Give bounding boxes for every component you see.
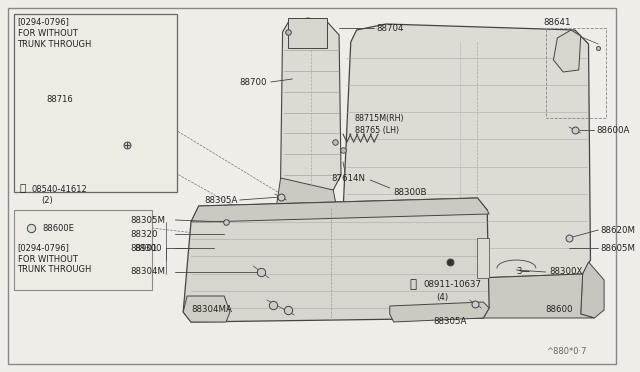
Polygon shape <box>341 256 595 318</box>
Text: 88620M: 88620M <box>600 225 636 234</box>
Text: FOR WITHOUT: FOR WITHOUT <box>17 29 77 38</box>
Text: TRUNK THROUGH: TRUNK THROUGH <box>17 39 92 48</box>
Text: 88605M: 88605M <box>600 244 636 253</box>
Text: 88300X: 88300X <box>550 267 583 276</box>
Polygon shape <box>554 30 580 72</box>
Polygon shape <box>341 24 591 278</box>
Text: 88600A: 88600A <box>596 125 630 135</box>
Text: 08911-10637: 08911-10637 <box>424 280 482 289</box>
Text: Ⓝ: Ⓝ <box>409 278 416 291</box>
Polygon shape <box>127 62 154 72</box>
Text: (2): (2) <box>41 196 52 205</box>
Polygon shape <box>390 302 489 322</box>
Text: 88715M(RH): 88715M(RH) <box>355 113 404 122</box>
Text: 3—: 3— <box>516 267 530 276</box>
Text: 88716: 88716 <box>47 94 74 103</box>
Text: 88305A: 88305A <box>205 196 238 205</box>
Text: 88600E: 88600E <box>43 224 75 232</box>
Bar <box>289 18 328 48</box>
Text: [0294-0796]: [0294-0796] <box>17 244 69 253</box>
Text: ^880*0·7: ^880*0·7 <box>546 347 587 356</box>
Text: 08540-41612: 08540-41612 <box>31 185 87 194</box>
Bar <box>13 210 152 290</box>
Text: 88320: 88320 <box>131 230 158 238</box>
Text: 88600: 88600 <box>546 305 573 314</box>
Text: 87614N: 87614N <box>332 173 365 183</box>
Bar <box>13 14 177 192</box>
Text: [0294-0796]: [0294-0796] <box>17 17 69 26</box>
Polygon shape <box>183 296 230 322</box>
Polygon shape <box>280 18 341 190</box>
Text: 88901: 88901 <box>131 244 158 253</box>
Text: 88300: 88300 <box>134 244 162 253</box>
Text: Ⓝ: Ⓝ <box>19 182 26 192</box>
Text: 88304M: 88304M <box>131 267 166 276</box>
Text: 88704: 88704 <box>376 23 404 32</box>
Text: FOR WITHOUT: FOR WITHOUT <box>17 254 77 263</box>
Text: TRUNK THROUGH: TRUNK THROUGH <box>17 266 92 275</box>
Bar <box>546 28 606 118</box>
Text: (4): (4) <box>436 293 449 302</box>
Polygon shape <box>477 238 489 278</box>
Polygon shape <box>276 178 337 218</box>
Text: 88304MA: 88304MA <box>191 305 232 314</box>
Polygon shape <box>28 62 154 174</box>
Text: 88300B: 88300B <box>394 187 427 196</box>
Text: 88765 (LH): 88765 (LH) <box>355 125 399 135</box>
Text: 88305M: 88305M <box>131 215 166 224</box>
Text: 88305A: 88305A <box>433 317 467 327</box>
Polygon shape <box>191 198 489 222</box>
Polygon shape <box>183 198 489 322</box>
Text: 88641: 88641 <box>544 17 572 26</box>
Polygon shape <box>580 262 604 318</box>
Text: 88700: 88700 <box>240 77 267 87</box>
